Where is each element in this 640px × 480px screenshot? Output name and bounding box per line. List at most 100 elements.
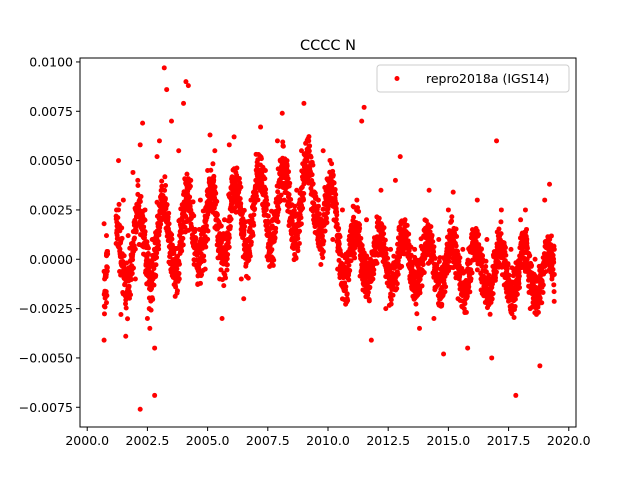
data-point — [436, 237, 442, 243]
data-point — [137, 406, 143, 412]
data-point — [417, 276, 423, 282]
data-point — [176, 261, 182, 267]
data-point — [551, 259, 557, 265]
data-point — [203, 244, 209, 250]
data-point — [280, 143, 286, 149]
data-point — [273, 229, 279, 235]
data-point — [159, 187, 165, 193]
data-point — [182, 224, 188, 230]
data-point — [352, 255, 358, 261]
data-point — [242, 224, 248, 230]
data-point — [197, 197, 203, 203]
data-point — [301, 100, 307, 106]
data-point — [333, 216, 339, 222]
data-point — [483, 264, 489, 270]
x-tick-label: 2020.0 — [547, 433, 591, 448]
data-point — [191, 213, 197, 219]
data-point — [212, 148, 218, 154]
data-point — [158, 221, 164, 227]
data-point — [431, 244, 437, 250]
data-point — [154, 254, 160, 260]
data-point — [441, 351, 447, 357]
data-point — [463, 309, 469, 315]
data-point — [344, 296, 350, 302]
data-point — [550, 252, 556, 258]
data-point — [214, 212, 220, 218]
data-point — [201, 258, 207, 264]
data-point — [144, 239, 150, 245]
data-point — [159, 178, 165, 184]
data-point — [184, 171, 190, 177]
data-point — [540, 282, 546, 288]
data-point — [310, 181, 316, 187]
data-point — [356, 209, 362, 215]
data-point — [309, 172, 315, 178]
data-point — [130, 265, 136, 271]
data-point — [480, 253, 486, 259]
data-point — [517, 285, 522, 291]
data-point — [162, 174, 168, 180]
data-point — [144, 315, 150, 321]
data-point — [332, 186, 338, 192]
data-point — [226, 244, 232, 250]
data-point — [123, 301, 129, 307]
data-point — [505, 262, 511, 268]
data-point — [366, 298, 372, 304]
data-point — [347, 268, 353, 274]
data-point — [128, 277, 134, 283]
data-point — [479, 276, 485, 282]
data-point — [238, 184, 244, 190]
data-point — [221, 283, 227, 289]
data-point — [197, 280, 203, 286]
data-point — [335, 266, 341, 272]
data-point — [319, 233, 325, 239]
data-point — [551, 289, 557, 295]
data-point — [275, 219, 281, 225]
data-point — [551, 298, 557, 304]
data-point — [388, 297, 394, 303]
data-point — [352, 245, 358, 251]
data-point — [201, 253, 207, 259]
data-point — [382, 237, 388, 243]
data-point — [248, 239, 254, 245]
data-point — [378, 187, 384, 193]
data-point — [422, 256, 428, 262]
data-point — [320, 255, 326, 261]
data-point — [527, 306, 533, 312]
data-point — [101, 311, 107, 317]
data-point — [539, 300, 545, 306]
data-point — [193, 237, 199, 243]
data-point — [225, 240, 231, 246]
x-tick-label: 2010.0 — [306, 433, 350, 448]
data-point — [518, 217, 524, 223]
data-point — [371, 267, 377, 273]
data-point — [479, 246, 484, 252]
data-point — [306, 148, 312, 154]
data-point — [457, 255, 463, 261]
data-point — [300, 205, 306, 211]
data-point — [443, 284, 449, 290]
data-point — [293, 255, 299, 261]
data-point — [301, 190, 307, 196]
data-point — [498, 231, 504, 237]
data-point — [285, 176, 291, 182]
data-point — [551, 246, 557, 252]
data-point — [359, 242, 365, 248]
data-point — [459, 266, 465, 272]
data-point — [180, 235, 186, 241]
data-point — [262, 190, 268, 196]
data-point — [419, 283, 425, 289]
data-point — [115, 215, 121, 221]
data-point — [535, 302, 541, 308]
data-point — [439, 301, 445, 307]
data-point — [474, 197, 480, 203]
data-point — [329, 161, 335, 167]
data-point — [291, 207, 297, 213]
data-point — [132, 235, 138, 241]
data-point — [161, 65, 167, 71]
data-point — [103, 300, 109, 306]
data-point — [270, 262, 276, 268]
chart-title: CCCC N — [300, 38, 356, 54]
data-point — [333, 192, 339, 198]
data-point — [334, 212, 340, 218]
